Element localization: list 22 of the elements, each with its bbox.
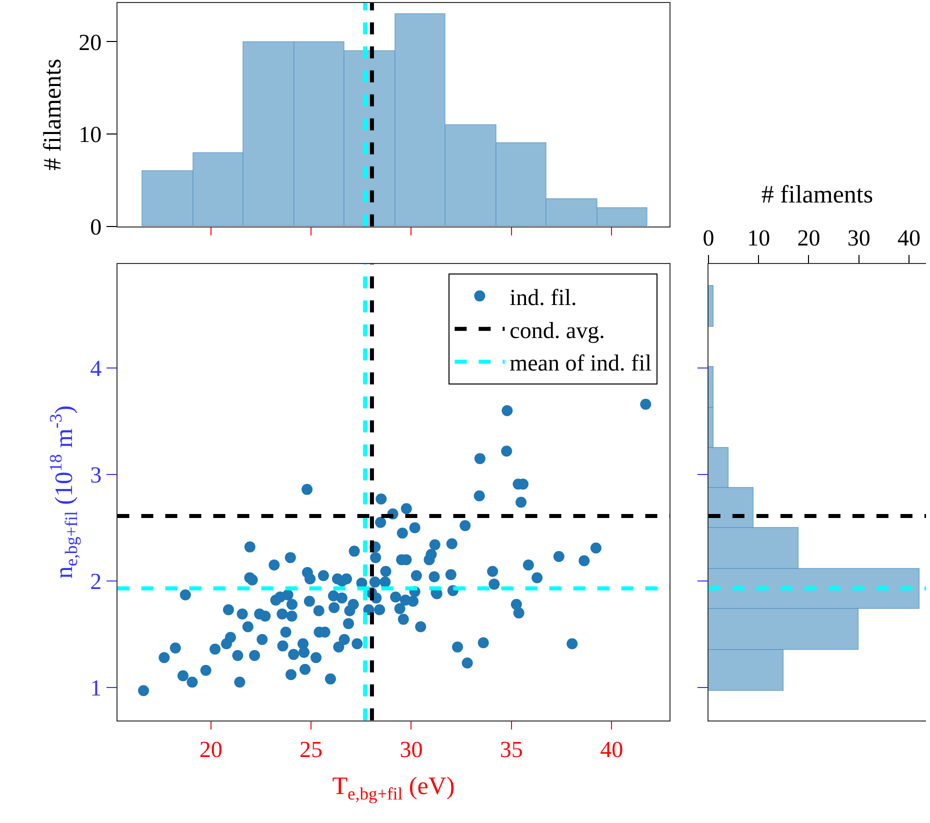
y-axis-title: # filaments (39, 58, 66, 171)
y-tick-label: 4 (90, 356, 102, 382)
y-tick-label: 2 (90, 569, 102, 594)
x-tick-label: 20 (797, 226, 820, 251)
x-tick-label: 25 (300, 737, 323, 762)
x-axis-title: T$_{e,bg+fil}$ (eV) (332, 773, 455, 804)
legend-label: cond. avg. (510, 318, 605, 343)
x-tick-label: 0 (702, 226, 714, 251)
x-tick-label: 40 (600, 737, 624, 762)
x-tick-label: 20 (199, 737, 222, 762)
legend-label: mean of ind. fil (510, 350, 652, 376)
legend-label: ind. fil. (510, 284, 577, 310)
x-axis-title: # filaments (761, 181, 874, 208)
y-tick-label: 10 (78, 122, 102, 148)
y-tick-label: 1 (90, 675, 102, 700)
x-tick-label: 30 (400, 737, 423, 762)
x-tick-label: 35 (500, 737, 523, 762)
y-tick-label: 20 (78, 30, 102, 55)
y-tick-label: 3 (90, 462, 102, 488)
x-tick-label: 40 (897, 226, 920, 251)
x-tick-label: 30 (847, 226, 870, 251)
x-tick-label: 10 (747, 226, 770, 251)
